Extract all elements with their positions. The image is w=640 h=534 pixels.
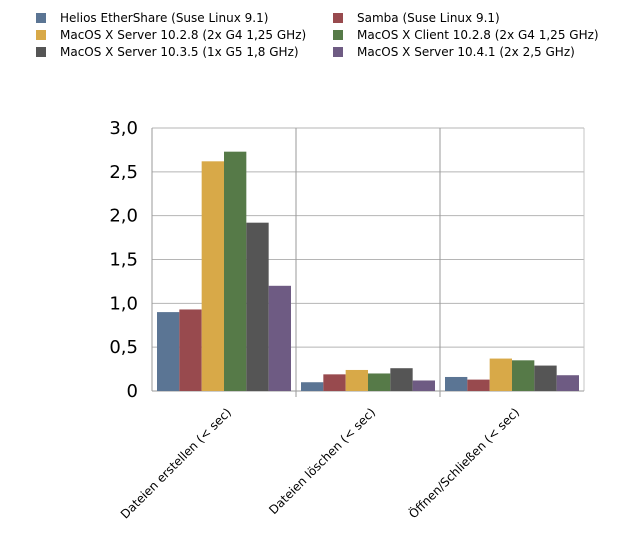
bar bbox=[445, 376, 468, 391]
bar bbox=[268, 285, 291, 391]
y-tick-label: 2,0 bbox=[109, 206, 138, 227]
legend-swatch bbox=[333, 30, 343, 40]
legend-label: MacOS X Server 10.3.5 (1x G5 1,8 GHz) bbox=[60, 45, 299, 59]
x-tick-label: Öffnen/Schließen (< sec) bbox=[405, 404, 522, 521]
bar bbox=[412, 380, 435, 391]
y-tick-label: 0,5 bbox=[109, 337, 138, 358]
legend-item: MacOS X Server 10.2.8 (2x G4 1,25 GHz) bbox=[36, 27, 306, 43]
x-tick-label: Dateien löschen (< sec) bbox=[266, 405, 378, 517]
y-tick-label: 1,0 bbox=[109, 293, 138, 314]
bar bbox=[467, 379, 490, 391]
legend-item: MacOS X Server 10.4.1 (2x 2,5 GHz) bbox=[333, 44, 575, 60]
bar bbox=[157, 312, 180, 391]
y-tick-label: 3,0 bbox=[109, 118, 138, 139]
bar bbox=[179, 309, 202, 391]
legend-label: MacOS X Server 10.2.8 (2x G4 1,25 GHz) bbox=[60, 28, 307, 42]
legend: Helios EtherShare (Suse Linux 9.1) Samba … bbox=[0, 0, 640, 80]
bar bbox=[534, 365, 557, 391]
legend-label: MacOS X Server 10.4.1 (2x 2,5 GHz) bbox=[357, 45, 575, 59]
y-tick-label: 1,5 bbox=[109, 250, 138, 271]
y-tick-label: 2,5 bbox=[109, 162, 138, 183]
legend-label: Helios EtherShare (Suse Linux 9.1) bbox=[60, 11, 269, 25]
legend-swatch bbox=[333, 13, 343, 23]
bar bbox=[301, 382, 324, 391]
legend-swatch bbox=[333, 47, 343, 57]
x-tick-label: Dateien erstellen (< sec) bbox=[118, 405, 234, 521]
legend-item: Helios EtherShare (Suse Linux 9.1) bbox=[36, 10, 268, 26]
bar bbox=[323, 374, 346, 391]
legend-label: MacOS X Client 10.2.8 (2x G4 1,25 GHz) bbox=[357, 28, 599, 42]
legend-item: Samba (Suse Linux 9.1) bbox=[333, 10, 500, 26]
legend-item: MacOS X Client 10.2.8 (2x G4 1,25 GHz) bbox=[333, 27, 599, 43]
bar bbox=[345, 369, 368, 391]
y-tick-label: 0 bbox=[127, 381, 138, 402]
bar bbox=[556, 375, 579, 391]
bar bbox=[368, 373, 391, 391]
bar bbox=[246, 222, 269, 391]
bar bbox=[201, 161, 224, 391]
legend-swatch bbox=[36, 30, 46, 40]
legend-swatch bbox=[36, 13, 46, 23]
legend-swatch bbox=[36, 47, 46, 57]
bar bbox=[224, 151, 247, 391]
bar bbox=[512, 360, 535, 391]
bar bbox=[390, 368, 413, 391]
bar bbox=[489, 358, 512, 391]
legend-item: MacOS X Server 10.3.5 (1x G5 1,8 GHz) bbox=[36, 44, 299, 60]
legend-label: Samba (Suse Linux 9.1) bbox=[357, 11, 500, 25]
